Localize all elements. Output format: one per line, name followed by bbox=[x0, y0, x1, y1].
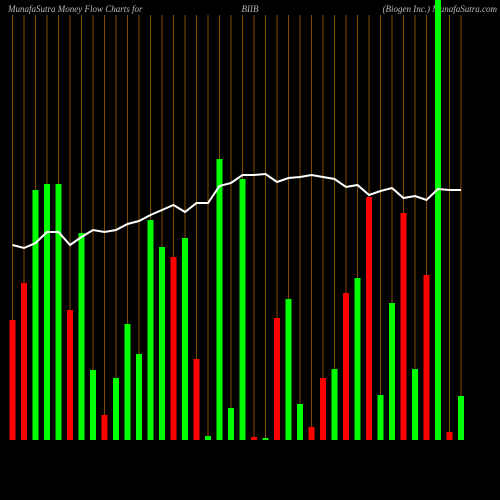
bar bbox=[90, 370, 96, 440]
bar bbox=[147, 220, 154, 440]
bar bbox=[170, 257, 177, 440]
bar bbox=[389, 303, 395, 440]
bar bbox=[343, 293, 349, 440]
header-left: MunafaSutra Money Flow Charts for bbox=[7, 4, 143, 14]
bar bbox=[308, 427, 315, 440]
bar bbox=[412, 369, 418, 440]
bar bbox=[21, 283, 27, 440]
bar bbox=[205, 436, 211, 440]
bar bbox=[331, 369, 338, 440]
bar bbox=[366, 197, 372, 440]
bar bbox=[285, 299, 292, 440]
bar bbox=[67, 310, 73, 440]
bar bbox=[423, 275, 430, 440]
bar bbox=[9, 320, 16, 440]
bar bbox=[78, 233, 85, 440]
bar bbox=[216, 159, 223, 440]
bar bbox=[32, 190, 39, 440]
bar bbox=[136, 354, 142, 440]
bar bbox=[44, 184, 50, 440]
bar bbox=[400, 213, 407, 440]
bar bbox=[228, 408, 234, 440]
bar bbox=[435, 0, 441, 440]
bar bbox=[320, 378, 326, 440]
bars bbox=[9, 0, 464, 440]
overlay bbox=[12, 172, 461, 250]
bar bbox=[458, 396, 464, 440]
bar bbox=[159, 247, 165, 440]
bar bbox=[377, 395, 384, 440]
bar bbox=[274, 318, 280, 440]
bar bbox=[446, 432, 453, 440]
bar bbox=[101, 415, 108, 440]
bar bbox=[113, 378, 119, 440]
bar bbox=[262, 438, 269, 440]
bar bbox=[251, 437, 257, 440]
chart-title: BIIB bbox=[242, 4, 259, 14]
bar bbox=[193, 359, 200, 440]
bar bbox=[354, 278, 361, 440]
bar bbox=[182, 238, 188, 440]
bar bbox=[55, 184, 62, 440]
bar bbox=[239, 179, 246, 440]
line bbox=[12, 172, 461, 250]
bar bbox=[124, 324, 131, 440]
bar bbox=[297, 404, 303, 440]
